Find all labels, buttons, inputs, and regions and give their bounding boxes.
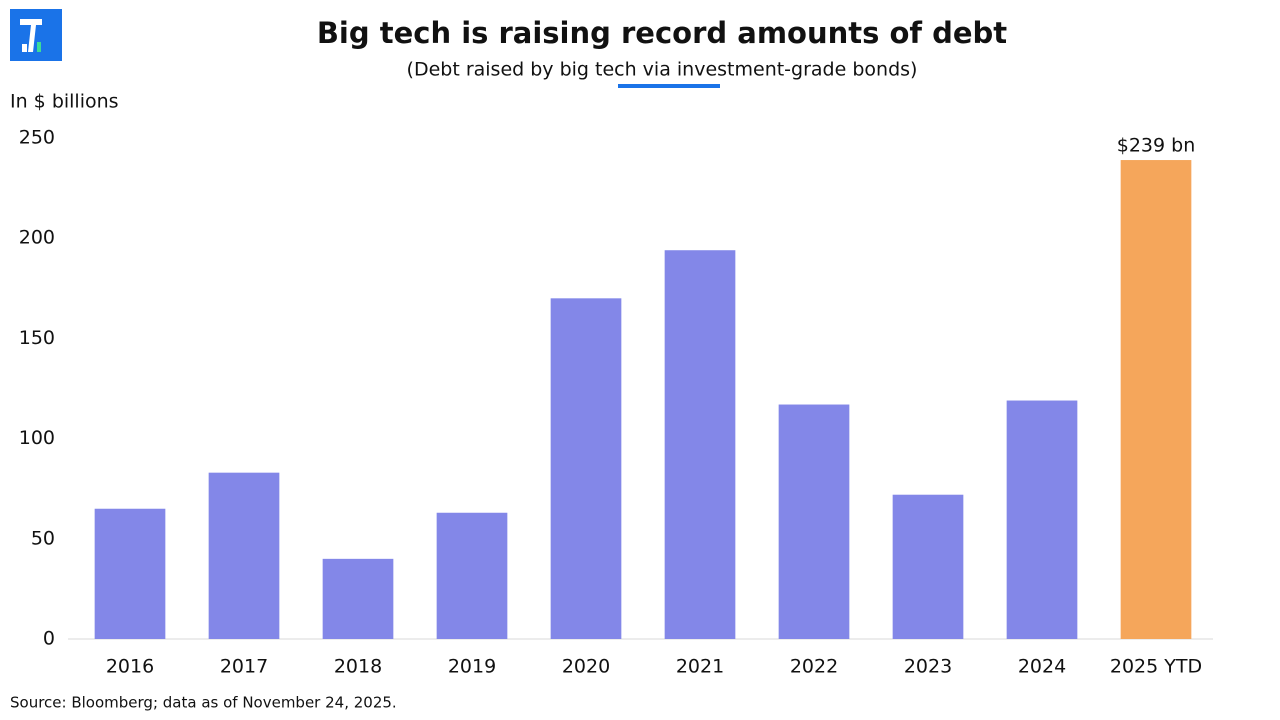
x-tick-label: 2019 — [448, 656, 496, 678]
x-tick-label: 2022 — [790, 656, 838, 678]
bar — [436, 512, 508, 639]
source-note: Source: Bloomberg; data as of November 2… — [10, 694, 397, 712]
y-tick-label: 150 — [19, 327, 55, 349]
logo — [10, 9, 62, 61]
y-tick-label: 100 — [19, 427, 55, 449]
y-tick-label: 200 — [19, 227, 55, 249]
x-tick-label: 2020 — [562, 656, 610, 678]
x-tick-label: 2023 — [904, 656, 952, 678]
x-tick-label: 2017 — [220, 656, 268, 678]
bar — [664, 250, 736, 639]
y-tick-label: 0 — [43, 628, 55, 650]
y-tick-label: 50 — [31, 527, 55, 549]
y-axis-label: In $ billions — [10, 91, 119, 113]
bar — [550, 298, 622, 639]
data-label: $239 bn — [1117, 135, 1196, 157]
bar — [892, 494, 964, 639]
x-tick-label: 2018 — [334, 656, 382, 678]
bar — [94, 508, 166, 639]
bar — [1006, 400, 1078, 639]
title-underline — [618, 84, 720, 88]
x-tick-label: 2024 — [1018, 656, 1066, 678]
bar — [778, 404, 850, 639]
chart-subtitle: (Debt raised by big tech via investment-… — [407, 59, 918, 81]
bar — [322, 558, 394, 639]
x-tick-label: 2021 — [676, 656, 724, 678]
x-tick-label: 2025 YTD — [1110, 656, 1202, 678]
chart-title: Big tech is raising record amounts of de… — [317, 16, 1007, 50]
y-tick-label: 250 — [19, 127, 55, 149]
bar — [208, 472, 280, 639]
bar — [1120, 160, 1192, 639]
x-tick-label: 2016 — [106, 656, 154, 678]
